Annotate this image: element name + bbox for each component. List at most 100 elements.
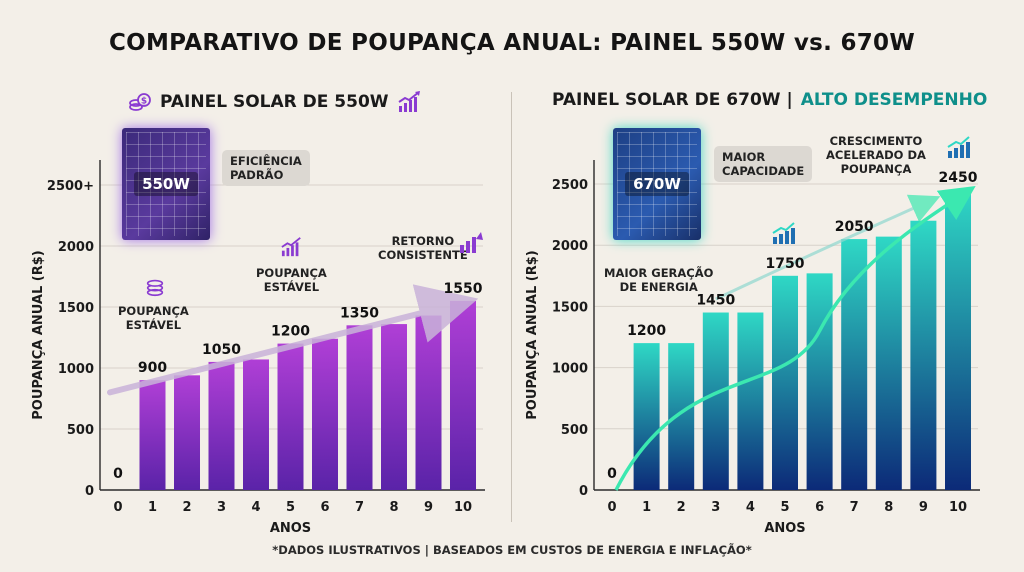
solar-panel-670w-image: 670W [613, 128, 701, 240]
x-axis-title: ANOS [764, 521, 805, 536]
growth-chart-icon [397, 91, 420, 112]
data-label: 2450 [939, 170, 978, 186]
note-poupanca-estavel-1: POUPANÇA ESTÁVEL [118, 304, 189, 332]
x-axis-title: ANOS [270, 521, 311, 536]
data-label: 0 [113, 466, 123, 482]
coins-icon: $ [129, 93, 151, 111]
bar [668, 343, 695, 490]
data-label: 1050 [202, 342, 241, 358]
secondary-trend-arrow [715, 194, 941, 301]
y-tick-label: 2000 [552, 239, 588, 254]
x-tick-label: 9 [424, 500, 433, 515]
right-capacity-callout: MAIOR CAPACIDADE [714, 146, 813, 182]
y-tick-label: 2000 [58, 240, 94, 255]
bar [702, 312, 729, 490]
bar [381, 324, 407, 490]
data-label: 900 [138, 360, 167, 376]
x-tick-label: 5 [286, 500, 295, 515]
callout-line: PADRÃO [230, 168, 284, 182]
note-line: MAIOR GERAÇÃO [604, 266, 714, 280]
bar [139, 380, 166, 490]
growth-curve-arrow [614, 186, 976, 491]
note-line: CRESCIMENTO [829, 134, 923, 148]
right-panel-heading: PAINEL SOLAR DE 670W | ALTO DESEMPENHO [552, 90, 987, 110]
data-label: 1550 [444, 281, 483, 297]
x-tick-label: 4 [251, 500, 260, 515]
x-tick-label: 3 [711, 500, 720, 515]
bar [450, 300, 476, 490]
svg-text:$: $ [141, 97, 147, 107]
bar [633, 343, 660, 490]
y-tick-label: 1500 [58, 301, 94, 316]
x-tick-label: 2 [182, 500, 191, 515]
note-crescimento-acelerado: CRESCIMENTO ACELERADO DA POUPANÇA [826, 134, 926, 176]
y-tick-label: 500 [561, 423, 588, 438]
note-line: DE ENERGIA [619, 280, 698, 294]
growth-chart-icon [281, 237, 301, 257]
x-tick-label: 6 [815, 500, 824, 515]
footnote: *DADOS ILUSTRATIVOS | BASEADOS EM CUSTOS… [272, 543, 752, 557]
growth-chart-icon [947, 136, 970, 158]
bar [277, 343, 304, 490]
data-label: 2050 [835, 219, 874, 235]
note-line: ESTÁVEL [125, 318, 182, 332]
data-label: 1350 [340, 305, 379, 321]
bar [910, 220, 937, 490]
callout-line: EFICIÊNCIA [230, 154, 302, 168]
right-heading-text: PAINEL SOLAR DE 670W | [552, 90, 793, 110]
note-line: CONSISTENTE [378, 248, 468, 262]
note-line: POUPANÇA [840, 162, 912, 176]
y-tick-label: 500 [67, 423, 94, 438]
x-tick-label: 2 [677, 500, 686, 515]
x-tick-label: 8 [884, 500, 893, 515]
note-maior-geracao: MAIOR GERAÇÃO DE ENERGIA [604, 266, 713, 294]
note-poupanca-estavel-2: POUPANÇA ESTÁVEL [256, 266, 327, 294]
x-tick-label: 1 [642, 500, 651, 515]
bar [945, 190, 971, 490]
trend-arrow [107, 284, 479, 396]
y-axis-title: POUPANÇA ANUAL (R$) [525, 250, 540, 419]
bar [806, 273, 833, 490]
note-line: ESTÁVEL [263, 280, 320, 294]
growth-chart-icon [460, 232, 483, 253]
callout-line: MAIOR [722, 150, 766, 164]
y-tick-label: 2500+ [47, 179, 94, 194]
note-line: ACELERADO DA [826, 148, 926, 162]
bar [772, 275, 798, 490]
y-tick-label: 1000 [58, 362, 94, 377]
bar [312, 338, 338, 490]
x-tick-label: 1 [148, 500, 157, 515]
bar [346, 325, 373, 490]
x-tick-label: 9 [919, 500, 928, 515]
panel-divider [511, 92, 512, 522]
data-label: 1750 [766, 256, 805, 272]
growth-chart-icon [772, 222, 795, 244]
x-tick-label: 7 [355, 500, 364, 515]
x-tick-label: 6 [320, 500, 329, 515]
bar [174, 375, 200, 490]
right-heading-accent: ALTO DESEMPENHO [800, 90, 988, 110]
left-panel-heading: $ PAINEL SOLAR DE 550W [128, 90, 423, 114]
bar [737, 312, 764, 490]
x-tick-label: 0 [113, 500, 122, 515]
data-label: 1200 [271, 324, 310, 340]
data-label: 1200 [627, 323, 666, 339]
callout-line: CAPACIDADE [722, 164, 805, 178]
x-tick-label: 0 [607, 500, 616, 515]
y-tick-label: 0 [85, 484, 94, 499]
data-label: 1450 [696, 293, 735, 309]
data-label: 0 [607, 466, 617, 482]
solar-panel-550w-image: 550W [122, 128, 210, 240]
x-tick-label: 7 [850, 500, 859, 515]
y-tick-label: 0 [579, 484, 588, 499]
bar [208, 361, 235, 490]
x-tick-label: 4 [746, 500, 755, 515]
bar [243, 359, 269, 490]
y-tick-label: 2500 [552, 178, 588, 193]
panel-550w-label: 550W [134, 172, 198, 196]
bar [841, 239, 868, 490]
coins-icon [146, 279, 164, 297]
main-title: COMPARATIVO DE POUPANÇA ANUAL: PAINEL 55… [108, 30, 916, 56]
y-axis-title: POUPANÇA ANUAL (R$) [31, 250, 46, 419]
